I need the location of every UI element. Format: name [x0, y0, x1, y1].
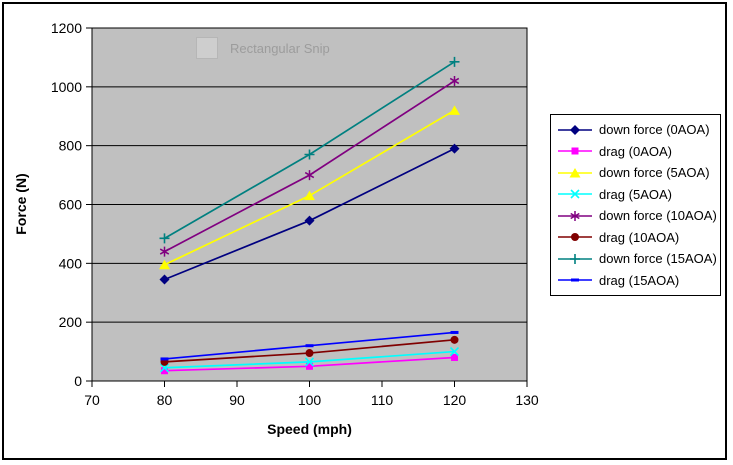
x-tick-label: 130	[515, 392, 539, 408]
series-down-force-5aoa-	[159, 105, 460, 270]
x-tick-label: 120	[443, 392, 467, 408]
legend-label: down force (5AOA)	[599, 165, 710, 181]
x-axis-title: Speed (mph)	[267, 421, 352, 437]
y-tick-label: 800	[59, 138, 83, 154]
legend-label: down force (10AOA)	[599, 208, 717, 224]
asterisk-marker-icon	[558, 210, 592, 221]
x-tick-label: 90	[229, 392, 245, 408]
legend-label: drag (0AOA)	[599, 143, 672, 159]
x-tick-label: 110	[371, 392, 394, 408]
legend-label: down force (0AOA)	[599, 122, 710, 138]
plus-marker-icon	[558, 253, 592, 264]
y-tick-label: 400	[59, 255, 83, 271]
series-down-force-0aoa-	[159, 143, 460, 285]
y-tick-label: 0	[74, 373, 82, 389]
x-marker-icon	[558, 189, 592, 199]
y-tick-label: 600	[59, 197, 83, 213]
series-drag-0aoa-	[161, 353, 458, 375]
series-down-force-10aoa-	[159, 75, 460, 257]
triangle-marker-icon	[558, 167, 592, 178]
legend-item: drag (5AOA)	[551, 184, 720, 206]
series-drag-15aoa-	[160, 330, 459, 361]
legend: down force (0AOA) drag (0AOA) down force (…	[550, 114, 721, 296]
legend-label: drag (15AOA)	[599, 272, 680, 288]
dash-marker-icon	[558, 278, 592, 282]
series-drag-5aoa-	[159, 347, 460, 373]
legend-item: down force (0AOA)	[551, 119, 720, 141]
legend-item: down force (15AOA)	[551, 248, 720, 270]
legend-label: drag (5AOA)	[599, 186, 672, 202]
x-tick-label: 80	[157, 392, 173, 408]
legend-item: down force (10AOA)	[551, 205, 720, 227]
square-marker-icon	[558, 147, 592, 155]
y-tick-label: 1000	[51, 79, 82, 95]
y-axis-title: Force (N)	[13, 173, 29, 235]
legend-item: drag (10AOA)	[551, 227, 720, 249]
legend-label: drag (10AOA)	[599, 229, 680, 245]
x-tick-label: 70	[84, 392, 100, 408]
legend-label: down force (15AOA)	[599, 251, 717, 267]
legend-item: down force (5AOA)	[551, 162, 720, 184]
x-tick-label: 100	[298, 392, 322, 408]
diamond-marker-icon	[558, 124, 592, 135]
legend-item: drag (0AOA)	[551, 141, 720, 163]
legend-item: drag (15AOA)	[551, 270, 720, 292]
series-down-force-15aoa-	[159, 56, 460, 244]
y-tick-label: 200	[59, 314, 83, 330]
circle-marker-icon	[558, 233, 592, 242]
y-tick-label: 1200	[51, 20, 82, 36]
